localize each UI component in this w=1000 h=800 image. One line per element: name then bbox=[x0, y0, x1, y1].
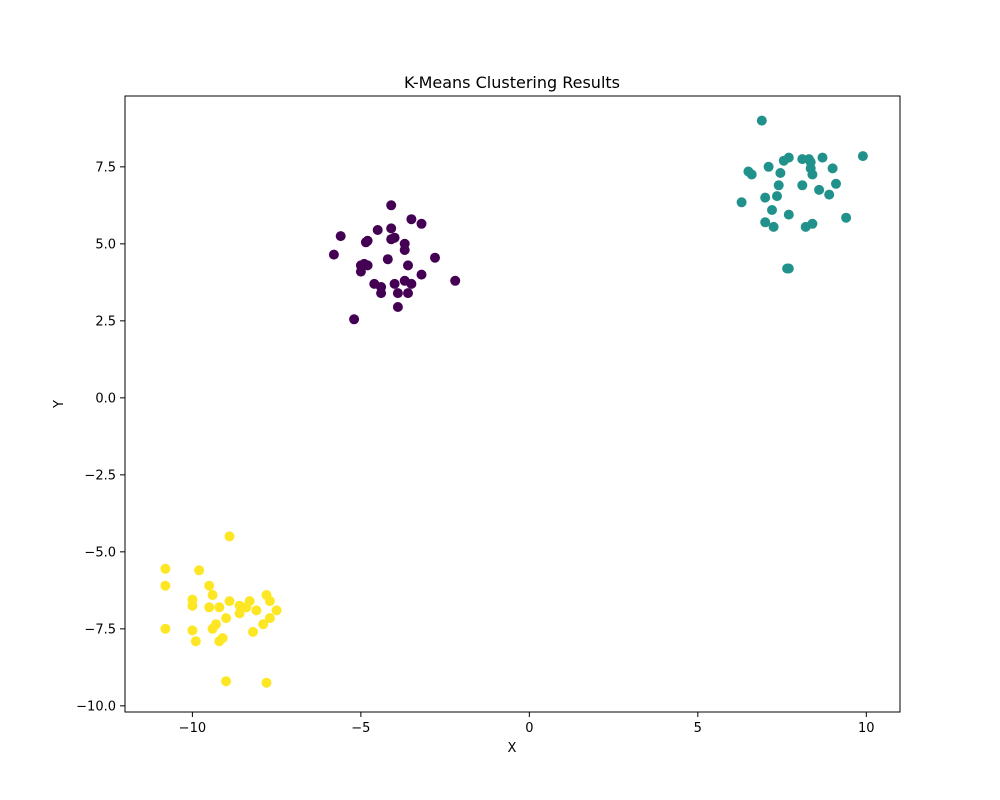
data-point bbox=[399, 245, 410, 255]
data-point bbox=[207, 590, 218, 600]
data-point bbox=[392, 302, 403, 312]
data-point bbox=[224, 596, 235, 607]
data-point bbox=[349, 314, 360, 325]
series-2 bbox=[160, 531, 282, 688]
data-point bbox=[190, 636, 201, 647]
data-point bbox=[386, 223, 397, 234]
data-point bbox=[160, 580, 171, 591]
y-tick-label: 5.0 bbox=[95, 237, 116, 252]
series-1 bbox=[736, 115, 868, 274]
data-point bbox=[783, 263, 794, 274]
data-point bbox=[328, 249, 339, 260]
data-point bbox=[406, 278, 417, 289]
data-point bbox=[382, 254, 393, 265]
data-point bbox=[271, 605, 282, 616]
data-point bbox=[772, 191, 782, 202]
data-point bbox=[416, 218, 427, 229]
data-point bbox=[416, 269, 427, 280]
data-point bbox=[768, 221, 779, 232]
data-point bbox=[221, 676, 232, 687]
data-point bbox=[241, 602, 252, 613]
x-axis-ticks: −10 −5 0 5 10 bbox=[179, 712, 875, 736]
chart-title: K-Means Clustering Results bbox=[404, 73, 620, 92]
data-point bbox=[360, 237, 371, 248]
data-point bbox=[763, 161, 774, 172]
y-tick-label: −7.5 bbox=[84, 622, 116, 637]
data-point bbox=[831, 178, 841, 189]
data-point bbox=[335, 231, 346, 242]
y-tick-label: 0.0 bbox=[95, 391, 116, 406]
data-point bbox=[224, 531, 235, 542]
data-point bbox=[264, 613, 275, 624]
y-tick-label: −5.0 bbox=[84, 545, 116, 560]
axes-frame bbox=[124, 95, 901, 713]
y-tick-label: 7.5 bbox=[95, 160, 116, 175]
x-axis-label: X bbox=[508, 741, 517, 756]
data-point bbox=[814, 184, 825, 195]
data-point bbox=[355, 266, 366, 277]
data-point bbox=[214, 636, 225, 647]
data-point bbox=[797, 180, 808, 191]
x-tick-label: −10 bbox=[179, 721, 206, 736]
data-point bbox=[386, 200, 397, 211]
data-point bbox=[807, 169, 818, 180]
y-axis-ticks: −10.0 −7.5 −5.0 −2.5 0.0 2.5 5.0 7.5 bbox=[76, 160, 125, 714]
data-point bbox=[857, 151, 868, 162]
data-point bbox=[841, 212, 852, 223]
data-point bbox=[258, 619, 269, 630]
data-point bbox=[778, 155, 789, 166]
data-point bbox=[783, 209, 794, 220]
data-point bbox=[214, 602, 225, 613]
x-tick-label: 5 bbox=[694, 721, 702, 736]
data-point bbox=[160, 623, 171, 634]
data-point bbox=[160, 563, 171, 574]
data-point bbox=[234, 608, 245, 619]
data-point bbox=[807, 218, 818, 229]
y-tick-label: 2.5 bbox=[95, 314, 116, 329]
data-point bbox=[450, 275, 461, 286]
y-axis-label: Y bbox=[52, 400, 67, 409]
data-point bbox=[251, 605, 262, 616]
data-point bbox=[386, 234, 397, 245]
data-point bbox=[376, 288, 387, 299]
data-point bbox=[403, 288, 413, 299]
data-point bbox=[775, 168, 786, 178]
data-point bbox=[760, 217, 771, 228]
y-tick-label: −10.0 bbox=[76, 699, 116, 714]
data-point bbox=[187, 600, 198, 611]
x-tick-label: 10 bbox=[858, 721, 875, 736]
series-0 bbox=[328, 200, 461, 325]
data-point bbox=[827, 163, 838, 174]
data-point bbox=[264, 596, 275, 607]
plot-area bbox=[160, 115, 868, 688]
data-point bbox=[187, 625, 198, 636]
data-point bbox=[824, 189, 835, 200]
y-tick-label: −2.5 bbox=[84, 468, 116, 483]
data-point bbox=[221, 613, 232, 624]
data-point bbox=[261, 677, 272, 688]
data-point bbox=[207, 623, 218, 634]
x-tick-label: −5 bbox=[351, 721, 370, 736]
x-tick-label: 0 bbox=[525, 721, 533, 736]
data-point bbox=[392, 288, 403, 299]
data-point bbox=[372, 225, 383, 235]
data-point bbox=[248, 626, 258, 637]
data-point bbox=[736, 197, 747, 208]
data-point bbox=[430, 252, 440, 263]
data-point bbox=[756, 115, 767, 126]
data-point bbox=[760, 192, 771, 203]
data-point bbox=[773, 180, 784, 191]
data-point bbox=[817, 152, 828, 163]
data-point bbox=[406, 214, 417, 225]
data-point bbox=[204, 602, 215, 613]
data-point bbox=[389, 278, 400, 289]
data-point bbox=[746, 169, 757, 180]
data-point bbox=[194, 565, 205, 576]
data-point bbox=[767, 205, 777, 215]
data-point bbox=[403, 260, 413, 271]
data-point bbox=[204, 580, 215, 591]
